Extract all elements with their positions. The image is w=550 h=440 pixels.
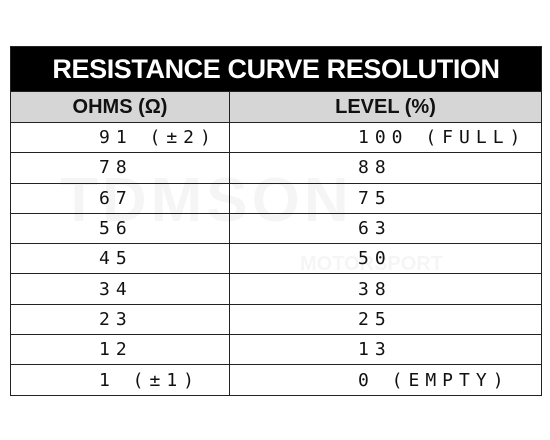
table-row: 56 63: [10, 212, 543, 245]
table-row: 45 50: [10, 243, 543, 275]
level-cell: 63: [228, 212, 543, 245]
table-row: 78 88: [10, 152, 543, 184]
table-row: 23 25: [10, 303, 543, 336]
ohms-cell: 45: [10, 243, 230, 275]
table-row: 1 (±1) 0 (EMPTY): [10, 364, 543, 396]
level-cell: 50: [228, 243, 543, 275]
level-cell: 38: [228, 273, 543, 305]
ohms-cell: 91 (±2): [10, 121, 230, 154]
column-header: OHMS (Ω): [10, 91, 230, 123]
resistance-table: RESISTANCE CURVE RESOLUTION OHMS (Ω) LEV…: [9, 46, 543, 396]
level-cell: 25: [228, 303, 543, 336]
level-cell: 0 (EMPTY): [228, 364, 543, 396]
table-body: 91 (±2) 100 (FULL) 78 88 67 75 56 63 45 50 34 38 23 2…: [10, 121, 543, 396]
ohms-cell: 56: [10, 212, 230, 245]
table-row: 12 13: [10, 334, 543, 366]
ohms-cell: 67: [10, 182, 230, 214]
table-title: RESISTANCE CURVE RESOLUTION: [9, 46, 543, 92]
ohms-cell: 1 (±1): [10, 364, 230, 396]
table-row: 34 38: [10, 273, 543, 305]
ohms-cell: 23: [10, 303, 230, 336]
ohms-cell: 34: [10, 273, 230, 305]
ohms-cell: 78: [10, 152, 230, 184]
column-header: LEVEL (%): [228, 91, 543, 123]
table-row: 91 (±2) 100 (FULL): [10, 121, 543, 154]
ohms-cell: 12: [10, 334, 230, 366]
level-cell: 100 (FULL): [228, 121, 543, 154]
level-cell: 75: [228, 182, 543, 214]
level-cell: 88: [228, 152, 543, 184]
table-row: 67 75: [10, 182, 543, 214]
level-cell: 13: [228, 334, 543, 366]
